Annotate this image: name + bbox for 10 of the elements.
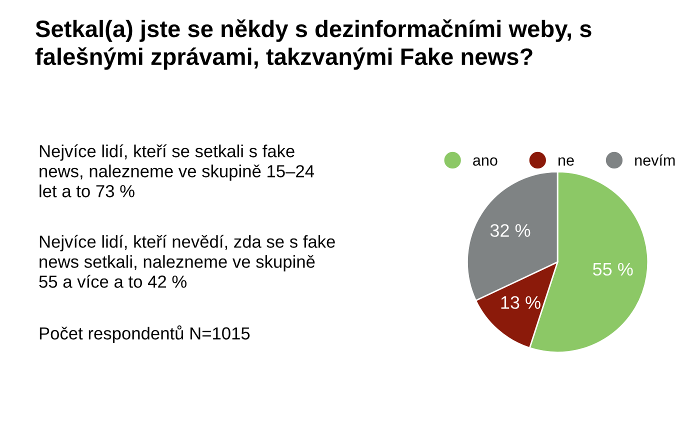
legend-label: ne	[558, 157, 574, 166]
text: Počet respondentů N=1015	[40, 325, 250, 343]
chart-title: Setkal(a) jste se někdy s dezinformačními weby, s falešnými zprávami, takzvanými Fake news?	[35, 19, 592, 70]
legend-label: nevím	[635, 154, 675, 166]
data-label: 13 %	[501, 296, 540, 309]
text: Nejvíce lidí, kteří se setkali s fake news, nalezneme ve skupině 15–24 let a to 73 %	[40, 144, 314, 198]
legend-label: ano	[473, 157, 498, 166]
data-label: 32 %	[490, 224, 530, 237]
text: Nejvíce lidí, kteří nevědí, zda se s fake news setkali, nalezneme ve skupině 55 a více a to 42 %	[39, 234, 335, 288]
data-label: 55 %	[593, 262, 633, 276]
